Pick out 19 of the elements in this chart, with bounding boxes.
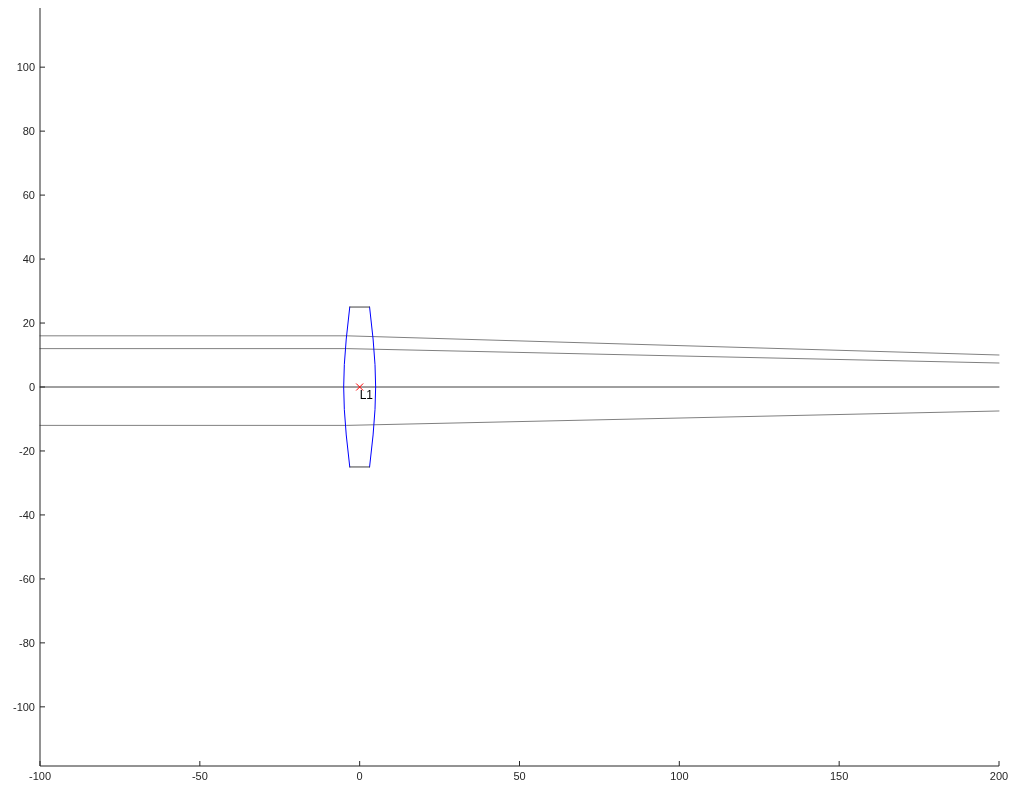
y-tick-label: -20	[19, 444, 35, 457]
y-tick-label: 60	[22, 189, 35, 202]
x-tick-label: -50	[191, 770, 208, 782]
annotation: L1	[359, 388, 374, 402]
y-tick-label: 0	[28, 381, 35, 393]
y-tick-label: -40	[19, 508, 35, 521]
y-tick-label: -100	[12, 700, 35, 713]
x-tick-label: 0	[356, 770, 363, 782]
x-tick-label: 100	[670, 770, 689, 782]
x-tick-label: 150	[829, 770, 849, 782]
y-tick-label: 80	[22, 125, 35, 138]
y-tick-label: 40	[22, 253, 35, 266]
x-tick-label: 200	[989, 770, 1009, 782]
y-tick-label: -60	[19, 572, 35, 585]
x-tick-label: 50	[513, 770, 526, 782]
line-series	[343, 306, 351, 468]
y-tick-label: -80	[19, 636, 35, 649]
y-tick-label: 100	[16, 61, 35, 74]
y-tick-label: 20	[22, 317, 35, 330]
